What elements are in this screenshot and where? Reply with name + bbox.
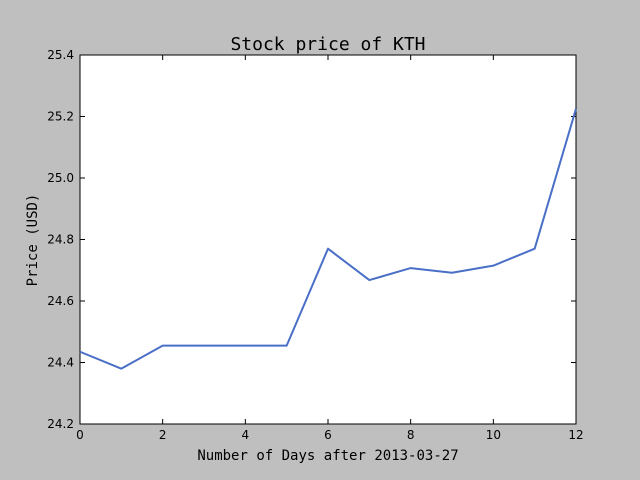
y-tick-label: 25.0 [47,171,74,185]
y-tick-label: 24.4 [47,356,74,370]
axis-ticks: 0 2 4 6 8 10 12 24.2 24.4 24.6 24.8 25.0 25.2 25.4 [47,48,583,442]
x-tick-label: 0 [76,428,84,442]
y-tick-label: 25.4 [47,48,74,62]
series-group [79,108,577,370]
x-tick-label: 10 [486,428,501,442]
chart-title: Stock price of KTH [230,34,425,55]
y-axis-label: Price (USD) [25,194,41,287]
x-tick-label: 8 [407,428,415,442]
plot-area [79,54,577,425]
x-axis-label: Number of Days after 2013-03-27 [197,448,458,464]
y-tick-label: 24.2 [47,417,74,431]
x-tick-label: 6 [324,428,332,442]
y-tick-label: 24.6 [47,294,74,308]
x-tick-label: 12 [568,428,583,442]
x-tick-label: 2 [159,428,167,442]
y-tick-label: 25.2 [47,110,74,124]
y-tick-label: 24.8 [47,233,74,247]
x-tick-label: 4 [242,428,250,442]
